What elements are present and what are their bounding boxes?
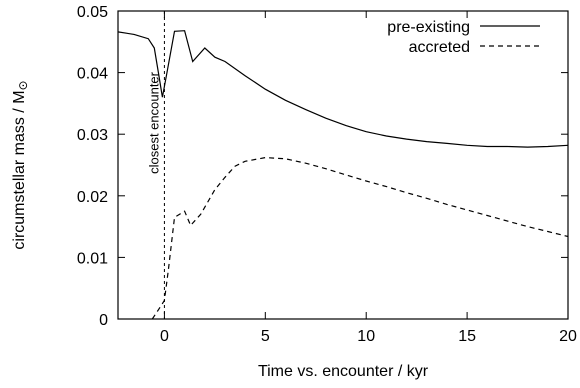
y-axis-label-main: circumstellar mass / M — [11, 90, 28, 249]
y-tick-label: 0.02 — [77, 189, 108, 206]
series-line-pre-existing — [117, 30, 569, 148]
y-tick-label: 0.05 — [77, 4, 108, 21]
y-tick-label: 0 — [99, 312, 108, 329]
y-axis: 0 0.01 0.02 0.03 0.04 0.05 — [77, 4, 568, 329]
legend-label-pre-existing: pre-existing — [387, 19, 470, 36]
series-layer — [117, 30, 569, 320]
closest-encounter-label: closest encounter — [146, 71, 161, 174]
series-line-accreted — [151, 156, 569, 320]
y-axis-label: circumstellar mass / M⊙ — [11, 80, 30, 249]
x-tick-label: 0 — [160, 328, 169, 345]
y-tick-label: 0.04 — [77, 66, 108, 83]
x-axis-label: Time vs. encounter / kyr — [258, 363, 429, 380]
y-tick-label: 0.03 — [77, 127, 108, 144]
legend: pre-existing accreted — [387, 19, 540, 56]
x-tick-label: 20 — [559, 328, 577, 345]
legend-label-accreted: accreted — [409, 39, 470, 56]
y-axis-label-sub: ⊙ — [16, 80, 30, 90]
x-axis: 0 5 10 15 20 — [160, 11, 577, 345]
plot-area-frame — [117, 10, 569, 320]
x-tick-label: 5 — [261, 328, 270, 345]
x-tick-label: 10 — [357, 328, 375, 345]
x-tick-label: 15 — [458, 328, 476, 345]
annotation-layer: closest encounter — [146, 11, 165, 319]
y-tick-label: 0.01 — [77, 250, 108, 267]
